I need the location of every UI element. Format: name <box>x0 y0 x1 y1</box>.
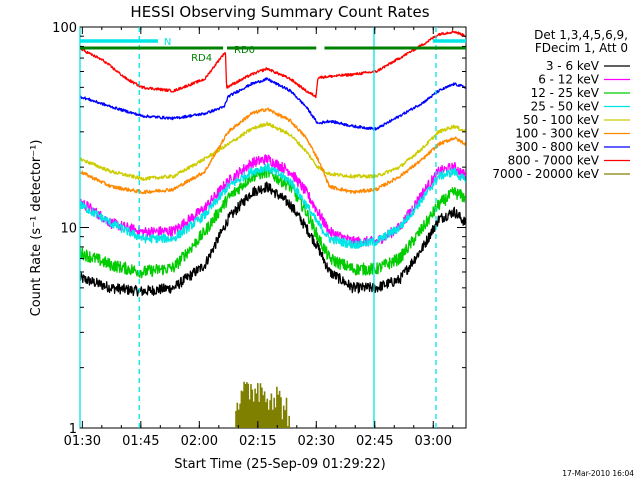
legend-label-8: 800 - 7000 keV <box>508 154 600 168</box>
x-tick-label-1: 01:30 <box>64 434 101 449</box>
y-tick-label-3: 100 <box>52 21 77 36</box>
series-1-line <box>79 181 467 297</box>
series-8-line <box>79 30 467 99</box>
x-tick-label-4: 02:15 <box>239 434 276 449</box>
legend-label-6: 100 - 300 keV <box>515 127 599 141</box>
series-4-line <box>79 162 467 249</box>
legend-label-5: 50 - 100 keV <box>523 113 600 127</box>
x-tick-label-5: 02:30 <box>298 434 335 449</box>
series-5 <box>79 121 467 182</box>
chart-title: HESSI Observing Summary Count Rates <box>130 3 429 21</box>
plot-area <box>79 26 467 429</box>
x-tick-label-7: 03:00 <box>415 434 452 449</box>
annotation-rd0-label: RD0 <box>234 45 255 56</box>
x-tick-label-2: 01:45 <box>122 434 159 449</box>
series-layer <box>79 30 467 428</box>
legend-label-2: 6 - 12 keV <box>538 73 600 87</box>
overlay-layer: N RD4 RD0 <box>79 27 466 428</box>
legend-header-line-1: Det 1,3,4,5,6,9, <box>534 28 628 42</box>
series-7 <box>79 77 466 131</box>
x-axis-label: Start Time (25-Sep-09 01:29:22) <box>174 457 385 472</box>
series-4 <box>79 162 467 249</box>
series-3-line <box>79 165 467 279</box>
series-3 <box>79 165 467 279</box>
series-6 <box>79 107 466 195</box>
x-tick-label-6: 02:45 <box>356 434 393 449</box>
legend-label-9: 7000 - 20000 keV <box>492 167 599 181</box>
series-9-line <box>235 381 290 428</box>
series-7-line <box>79 77 466 131</box>
series-1 <box>79 181 467 297</box>
legend-label-1: 3 - 6 keV <box>546 59 600 73</box>
y-axis-label: Count Rate (s⁻¹ detector⁻¹) <box>29 140 44 317</box>
footer-date: 17-Mar-2010 16:04 <box>562 469 634 478</box>
legend-header-line-2: FDecim 1, Att 0 <box>535 41 628 55</box>
legend-label-7: 300 - 800 keV <box>515 140 599 154</box>
series-6-line <box>79 107 466 195</box>
annotation-rd4-label: RD4 <box>191 53 212 64</box>
legend-label-3: 12 - 25 keV <box>531 86 600 100</box>
axis-layer: 01:30 01:45 02:00 02:15 02:30 02:45 03:00 1 10 10… <box>52 21 466 449</box>
legend-label-4: 25 - 50 keV <box>531 100 600 114</box>
y-tick-label-1: 1 <box>69 422 77 437</box>
series-9 <box>235 381 290 428</box>
series-8 <box>79 30 467 99</box>
plot-frame <box>79 26 467 429</box>
x-tick-label-3: 02:00 <box>181 434 218 449</box>
legend: Det 1,3,4,5,6,9, FDecim 1, Att 0 3 - 6 k… <box>492 28 630 181</box>
y-tick-label-2: 10 <box>60 222 77 237</box>
annotation-night-label: N <box>164 37 171 48</box>
series-5-line <box>79 121 467 182</box>
